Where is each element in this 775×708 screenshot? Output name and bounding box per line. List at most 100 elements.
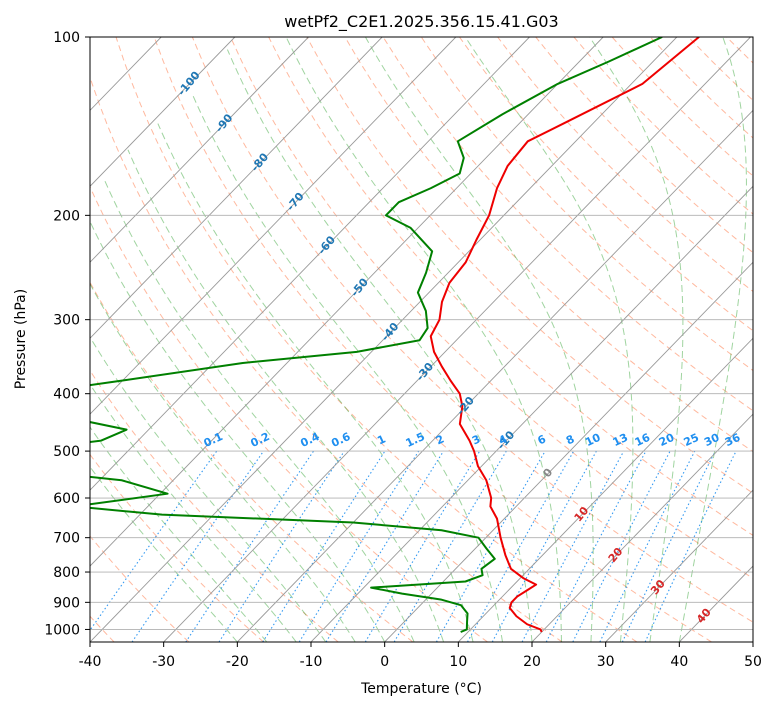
x-tick-label: -40 [79,654,102,670]
mixing-ratio-label: 25 [682,431,701,449]
mixing-ratio-line [131,450,265,642]
isotherm-line [384,261,753,642]
dry-adiabat [90,75,563,642]
dry-adiabat [688,37,753,102]
isotherm-line [90,37,383,339]
chart-title: wetPf2_C2E1.2025.356.15.41.G03 [284,12,558,32]
mixing-ratio-line [90,450,218,632]
moist-adiabat [464,37,634,642]
moist-adiabat [364,37,594,642]
mixing-ratio-label: 8 [564,432,576,447]
moist-adiabat [285,37,562,642]
isotherm-label: 40 [694,606,714,626]
x-tick-label: -30 [152,654,175,670]
isotherm-line [458,337,753,642]
x-tick-label: 0 [380,654,389,670]
mixing-ratio-label: 0.6 [329,430,352,450]
isotherm-label: -20 [454,394,477,418]
moist-adiabat [90,220,386,642]
isotherm-line [0,37,14,642]
mixing-ratio-label: 1.5 [404,430,427,450]
isotherm-line [605,489,753,642]
mixing-ratio-line [218,450,345,642]
isotherm-line [90,37,604,567]
moist-adiabat [90,336,327,642]
y-tick-label: 500 [53,444,80,460]
mixing-ratio-line [262,450,386,642]
isotherm-line [90,37,457,415]
moist-adiabat [678,37,747,642]
mixing-ratio-label: 1 [375,432,387,447]
mixing-ratio-label: 6 [536,432,549,447]
x-tick-label: -20 [226,654,249,670]
isotherm-label: -40 [379,320,402,344]
mixing-ratio-line [545,450,647,642]
mixing-ratio-label: 2 [434,432,446,447]
mixing-ratio-label: 20 [657,431,677,449]
mixing-ratio-label: 36 [723,431,743,449]
moist-adiabat [90,282,356,642]
y-tick-label: 100 [53,30,80,46]
moist-adiabat [589,37,684,642]
mixing-ratio-line [572,450,671,642]
dry-adiabat [90,369,339,642]
isotherm-label: -60 [315,233,338,257]
mixing-ratio-line [185,450,314,642]
dry-adiabat [90,453,264,642]
mixing-ratio-label: 13 [611,431,630,449]
isotherm-line [531,413,753,642]
isotherm-label: -100 [175,69,203,99]
mixing-ratio-line [364,450,481,642]
mixing-ratio-label: 0.1 [202,430,225,450]
x-tick-label: 40 [670,654,688,670]
dry-adiabat [535,37,753,254]
moist-adiabat [90,426,268,642]
y-tick-label: 900 [53,595,80,611]
y-tick-label: 200 [53,208,80,224]
moist-adiabat [104,180,415,642]
moist-adiabat [157,123,474,642]
plot-frame [89,36,754,643]
dry-adiabat [497,37,753,293]
mixing-ratio-line [521,450,625,642]
dry-adiabat [420,37,753,372]
mixing-ratio-label: 0.4 [298,430,321,450]
x-tick-label: 10 [449,654,467,670]
dry-adiabat [765,37,775,642]
y-axis-label: Pressure (hPa) [13,289,29,389]
dry-adiabat [306,37,753,494]
x-tick-label: -10 [300,654,323,670]
isotherm-label: -70 [284,190,307,214]
y-tick-label: 1000 [44,622,80,638]
isotherm-line [310,185,753,642]
isotherm-line [752,641,753,642]
isotherm-line [90,37,530,491]
x-axis-label: Temperature (°C) [360,681,482,697]
dry-adiabat [649,37,753,139]
gridlines [0,37,753,642]
axis-ticks: -40 -30 -20 -10 0 10 20 30 40 5010020030040050060… [44,30,762,670]
moist-adiabat [90,383,297,642]
mixing-ratio-label: 16 [633,431,653,449]
y-tick-label: 700 [53,531,80,547]
y-tick-label: 600 [53,491,80,507]
temperature-profile-line [429,37,700,633]
mixing-ratio-label: 30 [702,431,722,449]
dry-adiabat [191,37,753,623]
y-tick-label: 400 [53,387,80,403]
isotherm-line [90,37,309,263]
x-tick-label: 50 [744,654,762,670]
dry-adiabat [115,37,638,642]
mixing-ratio-line [644,450,737,642]
mixing-ratio-line [599,450,696,642]
dewpoint-profile-line [90,37,663,633]
x-tick-label: 30 [597,654,615,670]
isotherm-line [90,37,236,187]
profile-series [90,37,700,633]
isotherm-label: -90 [213,111,236,135]
moist-adiabat [226,49,533,642]
y-tick-label: 800 [53,565,80,581]
moist-adiabat [191,94,504,642]
moist-adiabat [127,149,445,642]
